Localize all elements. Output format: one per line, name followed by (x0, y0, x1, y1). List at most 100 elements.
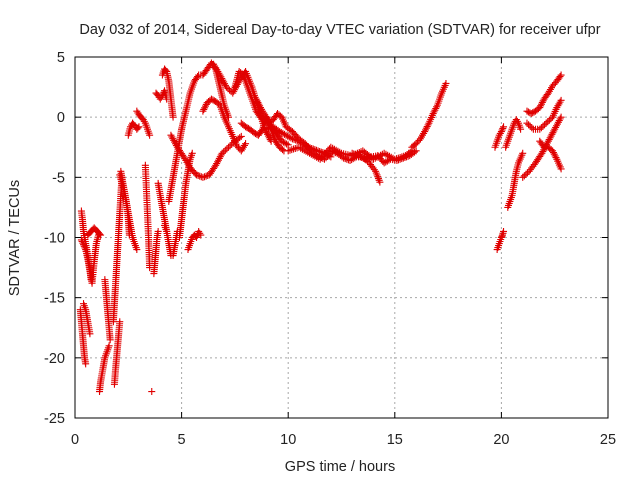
data-point (551, 152, 559, 160)
data-point (196, 172, 204, 180)
x-tick-label: 25 (600, 432, 616, 448)
data-point (236, 134, 244, 142)
data-point (423, 123, 431, 131)
data-point (340, 154, 348, 162)
data-point (364, 154, 372, 162)
data-point (523, 119, 531, 127)
data-point (302, 147, 310, 155)
x-axis-label: GPS time / hours (285, 459, 395, 475)
data-point (253, 97, 261, 105)
data-point (77, 236, 85, 244)
series-arc-43 (536, 137, 565, 173)
data-point (290, 135, 298, 143)
series-arc-31 (263, 123, 335, 161)
data-point (284, 147, 292, 155)
data-point (519, 149, 527, 157)
data-point (314, 147, 322, 155)
data-point (399, 154, 407, 162)
data-point (116, 318, 124, 326)
data-point (395, 156, 403, 164)
y-tick-label: -5 (52, 170, 65, 186)
data-point (431, 106, 439, 114)
data-point (263, 125, 271, 133)
data-point (148, 388, 156, 396)
data-point (262, 114, 270, 122)
data-point (541, 121, 549, 129)
data-point (348, 149, 356, 157)
series-arc-15 (148, 388, 156, 396)
data-point (421, 128, 429, 136)
data-point (106, 336, 114, 344)
data-point (283, 140, 291, 148)
data-point (220, 148, 228, 156)
series-arc-39 (504, 149, 527, 211)
series-arc-7 (101, 276, 114, 344)
data-point (517, 125, 525, 133)
data-point (520, 172, 528, 180)
y-tick-label: 0 (57, 110, 65, 126)
series-arc-23 (184, 227, 205, 254)
data-point (82, 360, 90, 368)
data-point (286, 146, 294, 154)
data-point (363, 155, 371, 163)
data-point (398, 155, 406, 163)
series-arc-28 (231, 67, 292, 149)
data-point (223, 145, 231, 153)
data-point (538, 98, 546, 106)
series-arc-12 (124, 119, 143, 139)
data-point (557, 165, 565, 173)
data-point (81, 244, 89, 252)
data-point (96, 230, 104, 238)
y-tick-label: -25 (44, 411, 65, 427)
data-point (537, 124, 545, 132)
data-point (300, 146, 308, 154)
data-point (306, 149, 314, 157)
data-point (292, 136, 300, 144)
y-tick-label: -20 (44, 351, 65, 367)
data-point (522, 170, 530, 178)
data-point (361, 155, 369, 163)
data-point (261, 111, 269, 119)
y-tick-label: 5 (57, 50, 65, 66)
data-point (325, 152, 333, 160)
data-point (537, 102, 545, 110)
data-point (327, 153, 335, 161)
data-point (539, 122, 547, 130)
series-arc-6 (96, 342, 113, 396)
data-point (396, 155, 404, 163)
data-point (224, 85, 232, 93)
series-arc-19 (158, 65, 177, 121)
data-point (412, 147, 420, 155)
data-point (199, 107, 207, 115)
data-point (430, 108, 438, 116)
data-point (556, 115, 564, 123)
data-point (105, 342, 113, 350)
data-point (519, 173, 527, 181)
data-point (252, 95, 260, 103)
data-point (288, 146, 296, 154)
data-point (393, 156, 401, 164)
data-point (353, 151, 361, 159)
series-arc-1 (76, 306, 90, 368)
data-point (500, 123, 508, 131)
data-point (312, 146, 320, 154)
data-point (341, 155, 349, 163)
data-point (403, 153, 411, 161)
data-point (328, 147, 336, 155)
data-point (284, 141, 292, 149)
data-point (311, 152, 319, 160)
data-point (327, 147, 335, 155)
data-point (424, 121, 432, 129)
data-point (154, 227, 162, 235)
series-arc-22 (175, 149, 196, 241)
data-point (542, 119, 550, 127)
data-point (557, 71, 565, 79)
data-point (309, 151, 317, 159)
x-tick-label: 5 (178, 432, 186, 448)
data-point (225, 143, 233, 151)
data-point (316, 147, 324, 155)
series-arc-26 (199, 95, 250, 155)
x-tick-label: 0 (71, 432, 79, 448)
series-arc-14 (141, 161, 154, 272)
